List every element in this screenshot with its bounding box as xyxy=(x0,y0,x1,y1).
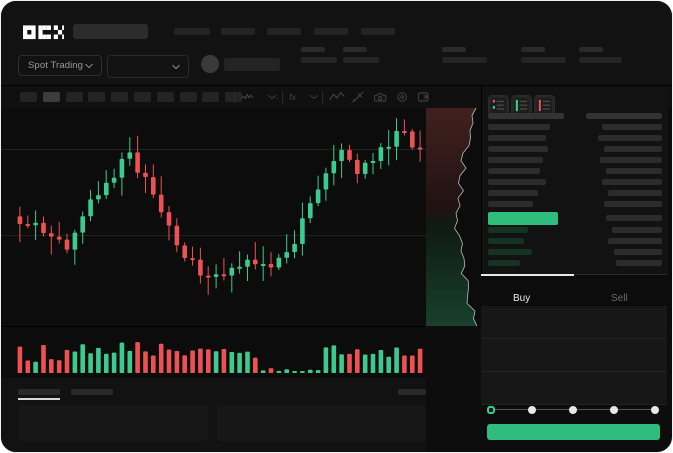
svg-text:fx: fx xyxy=(290,93,296,102)
